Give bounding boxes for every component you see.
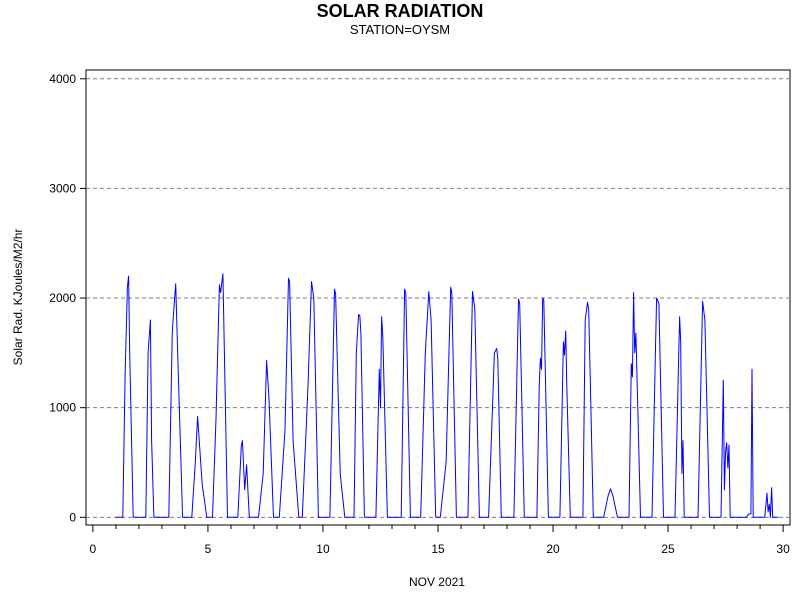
x-tick-label: 20 — [546, 542, 560, 556]
x-axis: 0 5 10 15 20 25 30 — [90, 525, 790, 556]
series-group — [115, 273, 779, 518]
plot-area — [85, 69, 791, 526]
x-tick-label: 0 — [90, 542, 97, 556]
x-axis-label: NOV 2021 — [409, 575, 465, 589]
x-tick-label: 10 — [316, 542, 330, 556]
x-tick-label: 30 — [776, 542, 790, 556]
y-tick-label: 1000 — [49, 401, 76, 415]
y-tick-label: 3000 — [49, 181, 76, 195]
x-tick-label: 25 — [661, 542, 675, 556]
x-tick-label: 15 — [431, 542, 445, 556]
chart-title: SOLAR RADIATION — [316, 1, 484, 21]
solar-radiation-line — [115, 273, 779, 518]
chart-subtitle: STATION=OYSM — [349, 22, 451, 37]
y-axis-label: Solar Rad. KJoules/M2/hr — [11, 229, 25, 366]
y-tick-label: 4000 — [49, 72, 76, 86]
y-tick-label: 2000 — [49, 291, 76, 305]
y-tick-label: 0 — [69, 510, 76, 524]
x-tick-label: 5 — [205, 542, 212, 556]
y-axis: 0 1000 2000 3000 4000 — [49, 72, 86, 524]
